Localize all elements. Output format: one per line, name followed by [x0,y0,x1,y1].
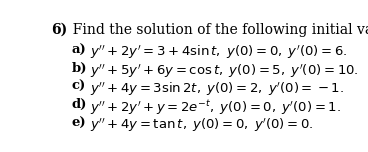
Text: a): a) [72,44,86,57]
Text: $y'' + 4y = 3\sin 2t,\; y(0) = 2,\; y'(0) = -1.$: $y'' + 4y = 3\sin 2t,\; y(0) = 2,\; y'(0… [90,80,344,98]
Text: $y'' + 5y' + 6y = \cos t,\; y(0) = 5,\; y'(0) = 10.$: $y'' + 5y' + 6y = \cos t,\; y(0) = 5,\; … [90,62,359,80]
Text: e): e) [72,117,86,130]
Text: $y'' + 4y = \tan t,\; y(0) = 0,\; y'(0) = 0.$: $y'' + 4y = \tan t,\; y(0) = 0,\; y'(0) … [90,117,314,134]
Text: $y'' + 2y' = 3 + 4\sin t,\; y(0) = 0,\; y'(0) = 6.$: $y'' + 2y' = 3 + 4\sin t,\; y(0) = 0,\; … [90,44,348,62]
Text: $y'' + 2y' + y = 2e^{-t},\; y(0) = 0,\; y'(0) = 1.$: $y'' + 2y' + y = 2e^{-t},\; y(0) = 0,\; … [90,98,341,117]
Text: Find the solution of the following initial value problems.: Find the solution of the following initi… [64,23,368,37]
Text: 6): 6) [51,23,67,37]
Text: d): d) [72,98,87,111]
Text: b): b) [72,62,87,75]
Text: c): c) [72,80,86,93]
